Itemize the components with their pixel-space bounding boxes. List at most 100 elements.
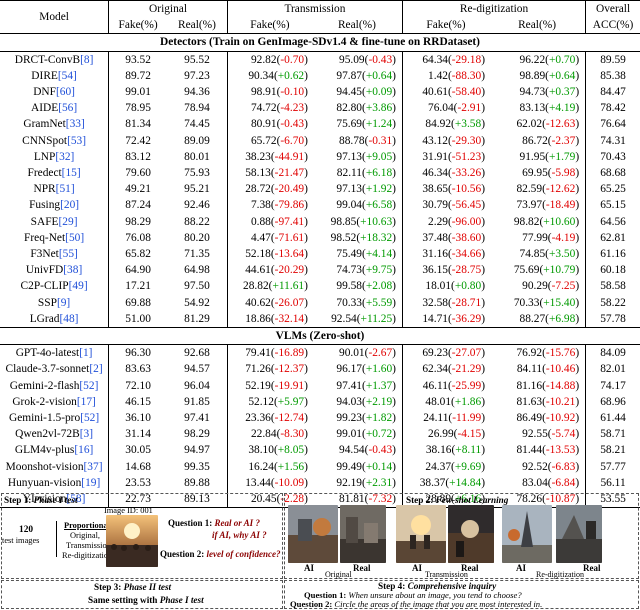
value: 68.96 bbox=[600, 395, 626, 408]
delta: -34.66 bbox=[451, 248, 482, 261]
table-row: AIDE[56] 78.95 78.94 74.72(-4.23) 82.80(+3.8… bbox=[0, 100, 640, 117]
cell-redigitization-real: 69.95(-5.98) bbox=[522, 167, 580, 180]
delta: +9.05 bbox=[365, 150, 393, 163]
cell-original-real: 74.45 bbox=[167, 116, 227, 132]
cell-transmission-fake: 38.23(-44.91) bbox=[226, 148, 312, 166]
cell-redigitization-fake: 43.12(-29.30) bbox=[401, 132, 489, 149]
header-acc: ACC(%) bbox=[585, 17, 640, 35]
value: 98.29 bbox=[184, 428, 210, 441]
delta: +0.64 bbox=[365, 69, 393, 82]
delta: +1.56 bbox=[277, 460, 305, 473]
cell-original-fake: 46.15 bbox=[108, 393, 168, 411]
cell-original-fake: 78.95 bbox=[108, 100, 168, 117]
cell-original-real: 97.41 bbox=[167, 410, 227, 426]
prop-title: Proportional bbox=[64, 521, 110, 530]
prop-item: Original, bbox=[70, 531, 101, 540]
original-ai-image bbox=[288, 505, 338, 563]
delta: +1.92 bbox=[365, 183, 393, 196]
model-label: Moonshot-vision bbox=[5, 460, 84, 473]
delta: +6.58 bbox=[365, 199, 393, 212]
value: 87.24 bbox=[125, 199, 151, 212]
step1-question-1b: if AI, why AI ? bbox=[212, 530, 267, 540]
step4-box bbox=[284, 580, 639, 609]
value: 69.23 bbox=[422, 347, 448, 360]
value: 78.95 bbox=[125, 102, 151, 115]
delta: +5.97 bbox=[277, 395, 305, 408]
cell-transmission-fake: 71.26(-12.37) bbox=[226, 361, 312, 378]
value: 2.29 bbox=[428, 215, 448, 228]
cell-original-fake: 81.34 bbox=[108, 116, 168, 133]
section-header: VLMs (Zero-shot) bbox=[0, 327, 640, 346]
model-label: YI-vision bbox=[22, 493, 67, 506]
value: 14.71 bbox=[422, 312, 448, 325]
delta: -29.18 bbox=[451, 53, 482, 66]
value: 99.49 bbox=[336, 460, 363, 473]
cell-original-real: 71.35 bbox=[167, 246, 227, 262]
value: 92.55 bbox=[522, 428, 548, 441]
cell-redigitization-real: 81.63(-10.21) bbox=[516, 395, 580, 408]
delta: -7.25 bbox=[551, 280, 576, 293]
model-name: AIDE[56] bbox=[0, 100, 109, 116]
delta: -8.30 bbox=[280, 428, 305, 441]
value: 0.88 bbox=[250, 215, 271, 228]
value: 58.22 bbox=[600, 296, 626, 309]
value: 26.99 bbox=[428, 428, 454, 441]
delta: -27.07 bbox=[451, 347, 482, 360]
value: 99.58 bbox=[336, 280, 363, 293]
cell-redigitization-real: 76.92(-15.76) bbox=[516, 347, 580, 360]
cell-transmission-fake: 65.72(-6.70) bbox=[226, 132, 312, 149]
cell-original-real: 92.68 bbox=[167, 345, 227, 362]
delta: -10.87 bbox=[545, 493, 576, 506]
table-row: GPT-4o-latest[1] 96.30 92.68 79.41(-16.89) 9… bbox=[0, 344, 640, 362]
delta: -21.47 bbox=[274, 167, 305, 180]
value: 96.30 bbox=[125, 347, 151, 360]
value: 76.64 bbox=[600, 118, 626, 131]
model-name: Gemini-2-flash[52] bbox=[0, 378, 109, 394]
value: 94.36 bbox=[184, 86, 210, 99]
delta: -5.74 bbox=[551, 428, 576, 441]
value: 98.91 bbox=[250, 86, 277, 99]
value: 51.00 bbox=[125, 312, 151, 325]
cell-redigitization-real: 77.99(-4.19) bbox=[522, 231, 580, 244]
model-label: AIDE bbox=[30, 102, 59, 115]
value: 30.05 bbox=[125, 444, 151, 457]
delta: +10.60 bbox=[543, 215, 576, 228]
value: 80.01 bbox=[184, 150, 210, 163]
table-row: DRCT-ConvB[8] 93.52 95.52 92.82(-0.70) 95.09… bbox=[0, 51, 640, 68]
cell-redigitization-fake: 38.16(+8.11) bbox=[401, 442, 489, 459]
value: 95.21 bbox=[184, 183, 210, 196]
delta: -29.30 bbox=[451, 134, 482, 147]
delta: -44.91 bbox=[274, 150, 305, 163]
table-row: LNP[32] 83.12 80.01 38.23(-44.91) 97.13(+9.0… bbox=[0, 148, 640, 166]
delta: +0.62 bbox=[277, 69, 305, 82]
cell-transmission-fake: 18.86(-32.14) bbox=[226, 310, 312, 328]
header-transmission: Transmission bbox=[226, 0, 403, 18]
value: 36.15 bbox=[422, 264, 448, 277]
value: 46.34 bbox=[422, 167, 448, 180]
delta: -20.29 bbox=[274, 264, 305, 277]
value: 97.23 bbox=[184, 69, 210, 82]
value: 60.18 bbox=[600, 264, 626, 277]
value: 89.88 bbox=[184, 476, 210, 489]
value: 79.41 bbox=[245, 347, 271, 360]
citation-link: [38] bbox=[63, 264, 83, 277]
table-row: SSP[9] 69.88 54.92 40.62(-26.07) 70.33(+5.59… bbox=[0, 294, 640, 311]
value: 86.49 bbox=[516, 412, 543, 425]
value: 97.13 bbox=[336, 150, 363, 163]
citation-link: [37] bbox=[83, 460, 103, 473]
value: 32.58 bbox=[422, 296, 448, 309]
header-real: Real(%) bbox=[311, 17, 403, 35]
value: 38.37 bbox=[419, 476, 446, 489]
model-name: Fusing[20] bbox=[0, 197, 109, 213]
value: 98.82 bbox=[513, 215, 540, 228]
cell-original-real: 99.35 bbox=[167, 459, 227, 475]
value: 94.73 bbox=[519, 86, 546, 99]
model-name: NPR[51] bbox=[0, 181, 109, 197]
value: 46.15 bbox=[125, 395, 151, 408]
value: 92.46 bbox=[184, 199, 210, 212]
delta: -10.46 bbox=[545, 363, 576, 376]
table-row: CNNSpot[53] 72.42 89.09 65.72(-6.70) 88.78(-… bbox=[0, 132, 640, 149]
value: 78.94 bbox=[184, 102, 210, 115]
cell-transmission-real: 99.01(+0.72) bbox=[336, 428, 396, 441]
delta: -38.60 bbox=[451, 231, 482, 244]
